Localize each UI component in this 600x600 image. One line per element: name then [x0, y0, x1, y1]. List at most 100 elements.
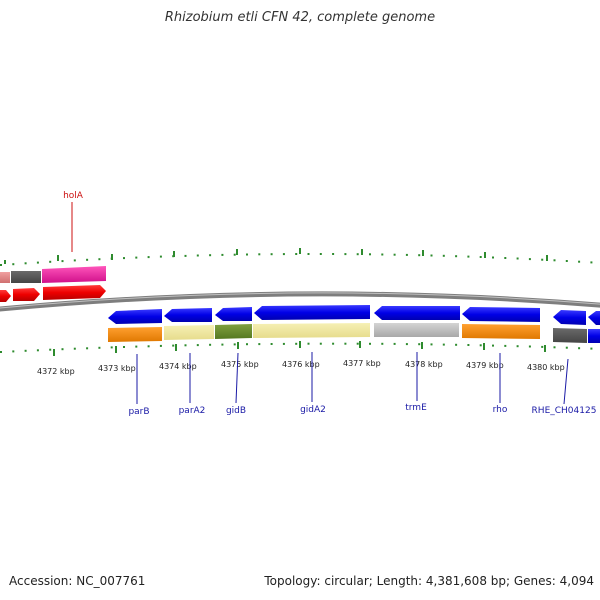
gene-label-gidA2[interactable]: gidA2 — [300, 405, 326, 415]
minor-tick — [0, 351, 2, 353]
gene-blue-edge — [588, 311, 600, 325]
scale-label: 4376 kbp — [282, 360, 320, 369]
cog-blue — [588, 329, 600, 343]
minor-tick — [405, 343, 408, 346]
minor-tick — [307, 342, 310, 345]
scale-label: 4379 kbp — [466, 361, 504, 370]
minor-tick — [332, 253, 335, 255]
gene-red-3 — [43, 285, 106, 300]
category-ring — [108, 323, 600, 343]
minor-tick — [455, 343, 458, 346]
label-leaders — [71, 202, 569, 405]
minor-tick — [553, 259, 556, 262]
minor-tick — [541, 258, 544, 261]
gene-parB[interactable] — [108, 309, 162, 324]
minor-tick — [49, 348, 52, 351]
minor-tick — [307, 253, 310, 255]
minor-tick — [196, 254, 199, 257]
minor-tick — [479, 256, 482, 258]
gene-gray — [11, 271, 41, 283]
minor-tick — [246, 343, 248, 346]
minor-tick — [110, 346, 113, 349]
minor-tick — [381, 253, 384, 256]
minor-tick — [24, 262, 27, 265]
minor-tick — [135, 256, 138, 259]
gene-RHE_CH04125[interactable] — [553, 310, 586, 325]
gene-gidA2[interactable] — [254, 305, 370, 320]
minor-tick — [393, 253, 396, 256]
cog-khaki-1 — [164, 325, 214, 340]
minor-tick — [184, 254, 187, 257]
minor-tick — [467, 255, 470, 258]
cog-dark — [553, 328, 587, 343]
scale-label: 4377 kbp — [343, 359, 381, 368]
gene-label-rho[interactable]: rho — [493, 405, 508, 415]
minor-tick — [418, 254, 421, 257]
genome-backbone-highlight — [0, 292, 600, 309]
minor-tick — [270, 253, 273, 256]
outer-tick-ring — [4, 248, 548, 264]
gene-parA2[interactable] — [164, 308, 212, 322]
cog-orange-2 — [462, 324, 540, 339]
gene-red-2 — [13, 288, 40, 301]
minor-tick — [221, 343, 224, 346]
minor-tick — [73, 347, 76, 350]
minor-tick — [344, 342, 347, 345]
minor-tick — [332, 342, 335, 345]
minor-tick — [492, 344, 494, 347]
minor-tick — [49, 260, 52, 263]
minor-tick — [295, 342, 298, 345]
gene-label-trmE[interactable]: trmE — [405, 403, 427, 413]
minor-tick — [381, 342, 384, 345]
minor-tick — [196, 344, 199, 347]
scale-labels: 4372 kbp 4373 kbp 4374 kbp 4375 kbp 4376… — [37, 359, 565, 376]
minor-tick — [282, 342, 285, 345]
gene-gidB[interactable] — [215, 307, 252, 321]
minor-tick — [282, 253, 285, 256]
scale-label: 4378 kbp — [405, 360, 443, 369]
genome-summary: Topology: circular; Length: 4,381,608 bp… — [264, 574, 594, 588]
minor-tick — [36, 349, 39, 352]
minor-tick — [369, 253, 371, 256]
minor-tick — [147, 256, 150, 259]
minor-tick — [344, 253, 347, 256]
minor-tick — [565, 260, 568, 262]
minor-tick — [61, 348, 64, 351]
minor-tick — [504, 344, 507, 347]
gene-label-gidB[interactable]: gidB — [226, 406, 246, 416]
minor-tick — [467, 344, 470, 346]
gene-label-parB[interactable]: parB — [128, 407, 149, 417]
minor-tick — [98, 346, 101, 349]
minor-tick — [455, 255, 458, 258]
minor-tick — [553, 346, 556, 349]
minor-tick — [369, 342, 371, 345]
minor-tick — [541, 345, 544, 348]
minor-tick — [209, 254, 212, 257]
minor-tick — [86, 258, 89, 261]
minor-tick — [319, 342, 322, 345]
minor-tick — [147, 345, 150, 348]
minor-tick — [270, 343, 273, 345]
minor-tick — [516, 257, 519, 260]
gene-pink — [0, 272, 10, 283]
minor-tick — [73, 259, 76, 262]
gene-trmE[interactable] — [374, 306, 460, 320]
minor-tick — [172, 255, 175, 258]
minor-tick — [233, 253, 236, 256]
gene-holA[interactable] — [42, 266, 106, 283]
minor-tick — [233, 343, 236, 346]
gene-label-RHE_CH04125[interactable]: RHE_CH04125 — [532, 406, 597, 416]
gene-label-parA2[interactable]: parA2 — [179, 406, 206, 416]
minor-tick — [319, 253, 322, 255]
minor-tick — [61, 260, 64, 263]
outer-tick-dots — [0, 253, 593, 266]
minor-tick — [12, 350, 15, 353]
gene-red-1 — [0, 290, 11, 302]
minor-tick — [24, 349, 27, 352]
cog-gray — [374, 323, 459, 337]
minor-tick — [12, 263, 15, 266]
gene-rho[interactable] — [462, 307, 540, 322]
minor-tick — [442, 343, 445, 346]
gene-label-holA[interactable]: holA — [63, 191, 84, 201]
